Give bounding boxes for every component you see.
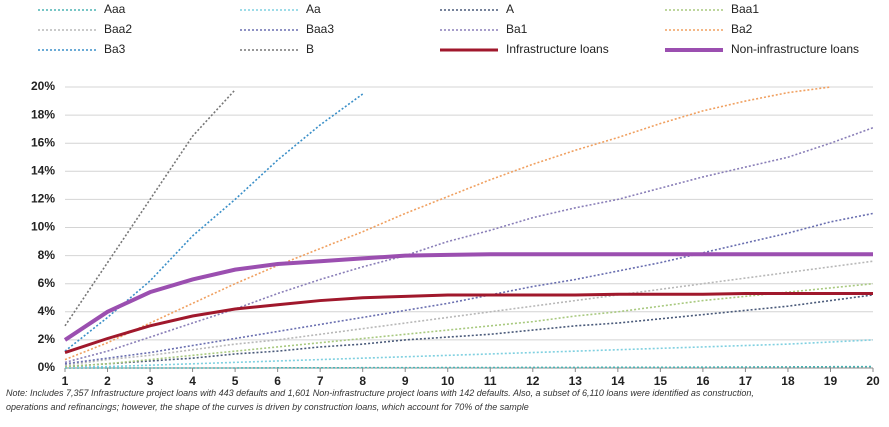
legend-label: Infrastructure loans [506, 42, 609, 56]
x-tick-label: 8 [359, 374, 366, 388]
series-line [64, 126, 874, 364]
x-tick-label: 1 [62, 374, 69, 388]
x-tick-label: 11 [484, 374, 497, 388]
legend-label: Aaa [104, 2, 126, 16]
series-line [65, 365, 874, 369]
y-tick-label: 0% [38, 360, 56, 374]
series-line [64, 339, 874, 369]
x-tick-label: 9 [402, 374, 409, 388]
y-tick-label: 6% [38, 276, 56, 290]
series-line [64, 86, 831, 361]
series-line [64, 294, 874, 368]
legend-label: Baa3 [306, 22, 334, 36]
series-line [64, 212, 874, 365]
x-tick-label: 7 [317, 374, 324, 388]
legend-label: Ba3 [104, 42, 126, 56]
y-tick-label: 4% [38, 304, 56, 318]
y-tick-label: 8% [38, 248, 56, 262]
x-tick-label: 18 [781, 374, 795, 388]
x-tick-label: 2 [104, 374, 111, 388]
x-tick-label: 15 [654, 374, 668, 388]
x-tick-label: 19 [824, 374, 838, 388]
x-tick-label: 3 [147, 374, 154, 388]
x-tick-label: 17 [739, 374, 753, 388]
y-tick-label: 2% [38, 332, 56, 346]
legend-label: Aa [306, 2, 321, 16]
x-tick-label: 4 [189, 374, 196, 388]
y-tick-label: 10% [31, 220, 55, 234]
series-line [64, 282, 874, 368]
series-line [64, 93, 364, 352]
y-tick-label: 14% [31, 163, 55, 177]
x-tick-label: 6 [274, 374, 281, 388]
x-tick-label: 20 [866, 374, 880, 388]
series-line [64, 89, 236, 327]
series-line [64, 260, 874, 366]
legend-label: B [306, 42, 314, 56]
y-tick-label: 16% [31, 135, 55, 149]
x-tick-label: 5 [232, 374, 239, 388]
legend-label: Ba1 [506, 22, 528, 36]
y-tick-label: 12% [31, 192, 55, 206]
y-tick-label: 20% [31, 79, 55, 93]
x-tick-label: 12 [526, 374, 540, 388]
series-line [64, 292, 873, 354]
x-tick-label: 10 [441, 374, 455, 388]
legend-label: Ba2 [731, 22, 753, 36]
y-tick-label: 18% [31, 107, 55, 121]
x-tick-label: 14 [611, 374, 625, 388]
series-line [63, 252, 873, 342]
legend-label: Baa2 [104, 22, 132, 36]
note: Note: Includes 7,357 Infrastructure proj… [6, 388, 754, 398]
legend-label: Non-infrastructure loans [731, 42, 859, 56]
legend-label: A [506, 2, 514, 16]
x-tick-label: 16 [696, 374, 710, 388]
x-tick-label: 13 [569, 374, 583, 388]
note: operations and refinancings; however, th… [6, 402, 529, 412]
legend-label: Baa1 [731, 2, 759, 16]
